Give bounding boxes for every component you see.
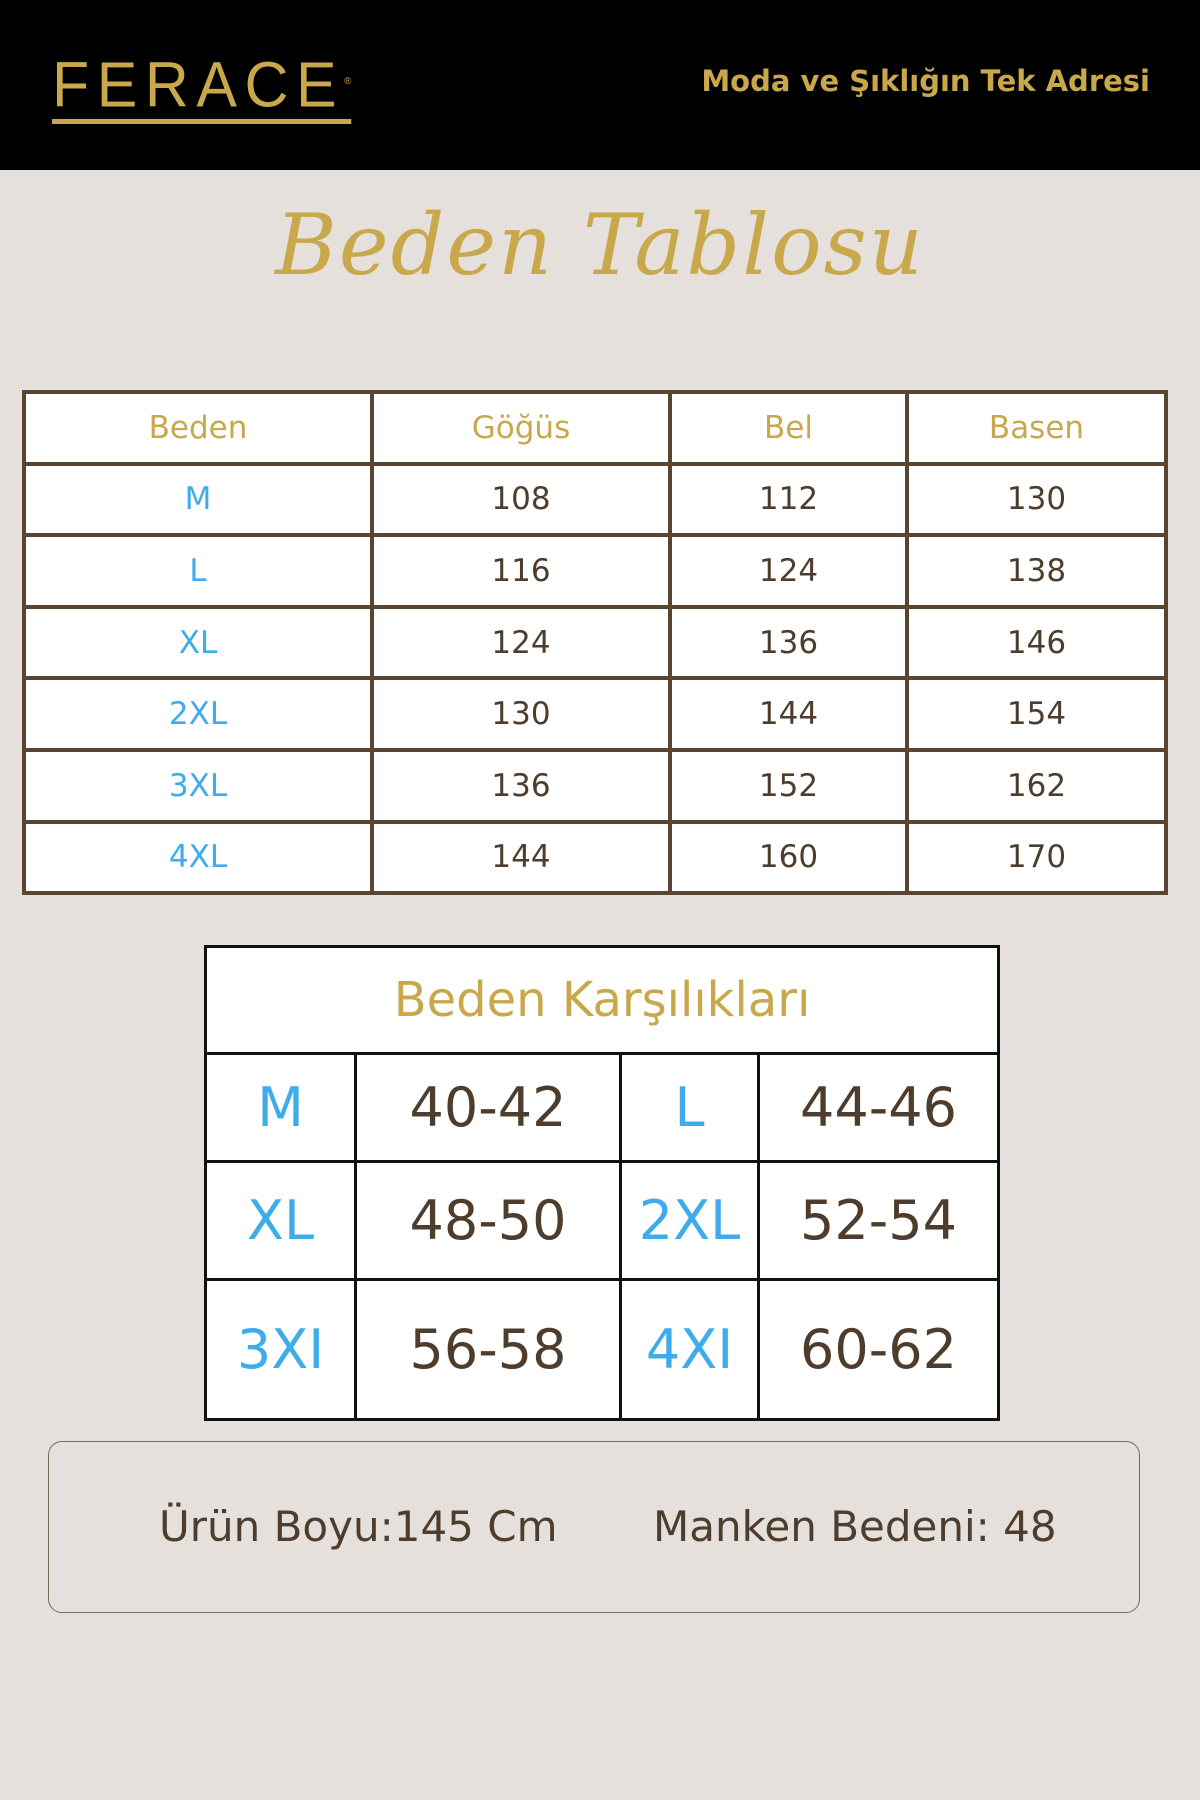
measurement-cell: 130	[905, 461, 1168, 538]
measurement-cell: 160	[668, 819, 909, 896]
size-label: XL	[204, 1160, 357, 1281]
size-label: 2XL	[619, 1160, 760, 1281]
table-row: 4XL 144 160 170	[22, 819, 1168, 896]
table-row: 3XL 136 152 162	[22, 747, 1168, 824]
measurement-cell: 138	[905, 533, 1168, 609]
measurement-cell: 130	[370, 676, 672, 752]
size-label: M	[22, 461, 374, 538]
table-row: M 108 112 130	[22, 461, 1168, 538]
size-table: Beden Göğüs Bel Basen M 108 112 130 L 116 124 1…	[22, 390, 1168, 896]
page-title: Beden Tablosu	[275, 196, 925, 294]
measurement-cell: 116	[370, 533, 672, 609]
table-header-row: Beden Göğüs Bel Basen	[22, 390, 1168, 466]
measurement-cell: 154	[905, 676, 1168, 752]
column-header: Göğüs	[370, 390, 672, 466]
size-label: L	[22, 533, 374, 609]
size-label: 2XL	[22, 676, 374, 752]
size-equivalents-table: Beden Karşılıkları M 40-42 L 44-46 XL 48…	[204, 945, 1000, 1421]
table-row: 3XI 56-58 4XI 60-62	[204, 1278, 1000, 1421]
ferace-logo: FERACE®	[52, 48, 352, 125]
column-header: Bel	[668, 390, 909, 466]
measurement-cell: 124	[668, 533, 909, 609]
table-row: XL 48-50 2XL 52-54	[204, 1160, 1000, 1281]
measurement-cell: 144	[668, 676, 909, 752]
header: FERACE® Moda ve Şıklığın Tek Adresi	[0, 0, 1200, 170]
size-label: 3XI	[204, 1278, 357, 1421]
size-range: 52-54	[757, 1160, 1000, 1281]
measurement-cell: 144	[370, 819, 672, 896]
table-row: M 40-42 L 44-46	[204, 1052, 1000, 1163]
size-range: 48-50	[354, 1160, 622, 1281]
column-header: Beden	[22, 390, 374, 466]
measurement-cell: 108	[370, 461, 672, 538]
size-label: XL	[22, 604, 374, 681]
logo-text: FERACE	[52, 48, 345, 121]
model-size: Manken Bedeni: 48	[653, 1502, 1057, 1551]
measurement-cell: 152	[668, 747, 909, 824]
equivalents-title: Beden Karşılıkları	[204, 945, 1000, 1055]
measurement-cell: 162	[905, 747, 1168, 824]
tagline: Moda ve Şıklığın Tek Adresi	[701, 64, 1150, 98]
table-row: XL 124 136 146	[22, 604, 1168, 681]
product-length: Ürün Boyu:145 Cm	[159, 1502, 558, 1551]
table-row: L 116 124 138	[22, 533, 1168, 609]
measurement-cell: 112	[668, 461, 909, 538]
measurement-cell: 170	[905, 819, 1168, 896]
measurement-cell: 136	[370, 747, 672, 824]
size-label: 4XI	[619, 1278, 760, 1421]
size-label: 4XL	[22, 819, 374, 896]
table-row: 2XL 130 144 154	[22, 676, 1168, 752]
measurement-cell: 136	[668, 604, 909, 681]
measurement-cell: 146	[905, 604, 1168, 681]
registered-mark: ®	[344, 76, 352, 87]
column-header: Basen	[905, 390, 1168, 466]
size-label: L	[619, 1052, 760, 1163]
size-label: M	[204, 1052, 357, 1163]
product-info-box: Ürün Boyu:145 Cm Manken Bedeni: 48	[48, 1441, 1140, 1613]
size-range: 56-58	[354, 1278, 622, 1421]
size-range: 44-46	[757, 1052, 1000, 1163]
measurement-cell: 124	[370, 604, 672, 681]
size-range: 40-42	[354, 1052, 622, 1163]
size-range: 60-62	[757, 1278, 1000, 1421]
size-label: 3XL	[22, 747, 374, 824]
